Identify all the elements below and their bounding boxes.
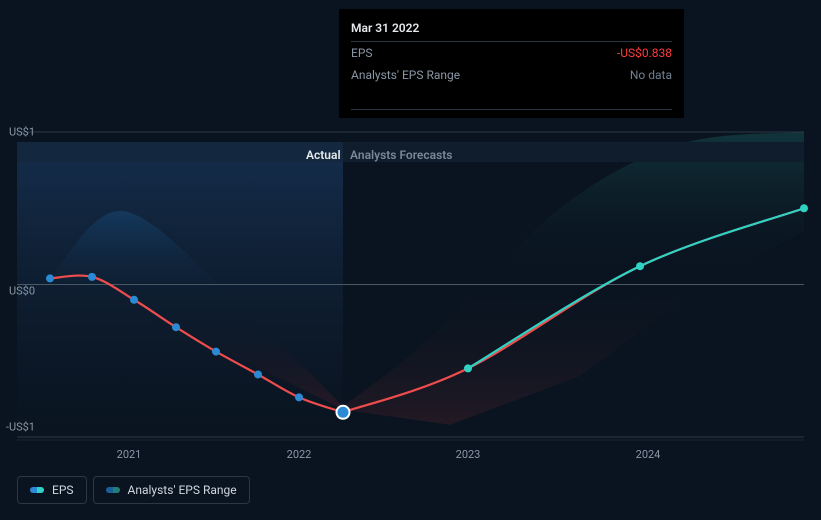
y-label-0: US$0 <box>9 285 35 298</box>
x-label-2024: 2024 <box>636 448 661 461</box>
x-label-2022: 2022 <box>287 448 312 461</box>
legend-label: EPS <box>52 483 74 497</box>
legend: EPS Analysts' EPS Range <box>17 476 250 504</box>
y-label-1: US$1 <box>9 126 35 139</box>
tooltip-value: -US$0.838 <box>617 46 672 60</box>
legend-swatch-range <box>106 487 120 493</box>
label-forecast: Analysts Forecasts <box>350 148 452 162</box>
y-label-neg1: -US$1 <box>6 421 35 434</box>
x-label-2023: 2023 <box>456 448 481 461</box>
tooltip-value: No data <box>630 68 672 82</box>
legend-item-range[interactable]: Analysts' EPS Range <box>93 476 250 504</box>
tooltip-date: Mar 31 2022 <box>351 21 672 42</box>
legend-label: Analysts' EPS Range <box>128 483 237 497</box>
tooltip-label: EPS <box>351 46 373 60</box>
tooltip-row-eps: EPS -US$0.838 <box>351 42 672 64</box>
eps-chart: US$1 US$0 -US$1 2021 2022 2023 2024 Actu… <box>0 0 821 520</box>
label-actual: Actual <box>306 148 341 162</box>
legend-item-eps[interactable]: EPS <box>17 476 87 504</box>
legend-swatch-eps <box>30 487 44 493</box>
x-label-2021: 2021 <box>117 448 142 461</box>
tooltip-label: Analysts' EPS Range <box>351 68 460 82</box>
tooltip-row-range: Analysts' EPS Range No data <box>351 64 672 86</box>
tooltip-divider <box>351 86 672 110</box>
hover-tooltip: Mar 31 2022 EPS -US$0.838 Analysts' EPS … <box>339 9 684 118</box>
